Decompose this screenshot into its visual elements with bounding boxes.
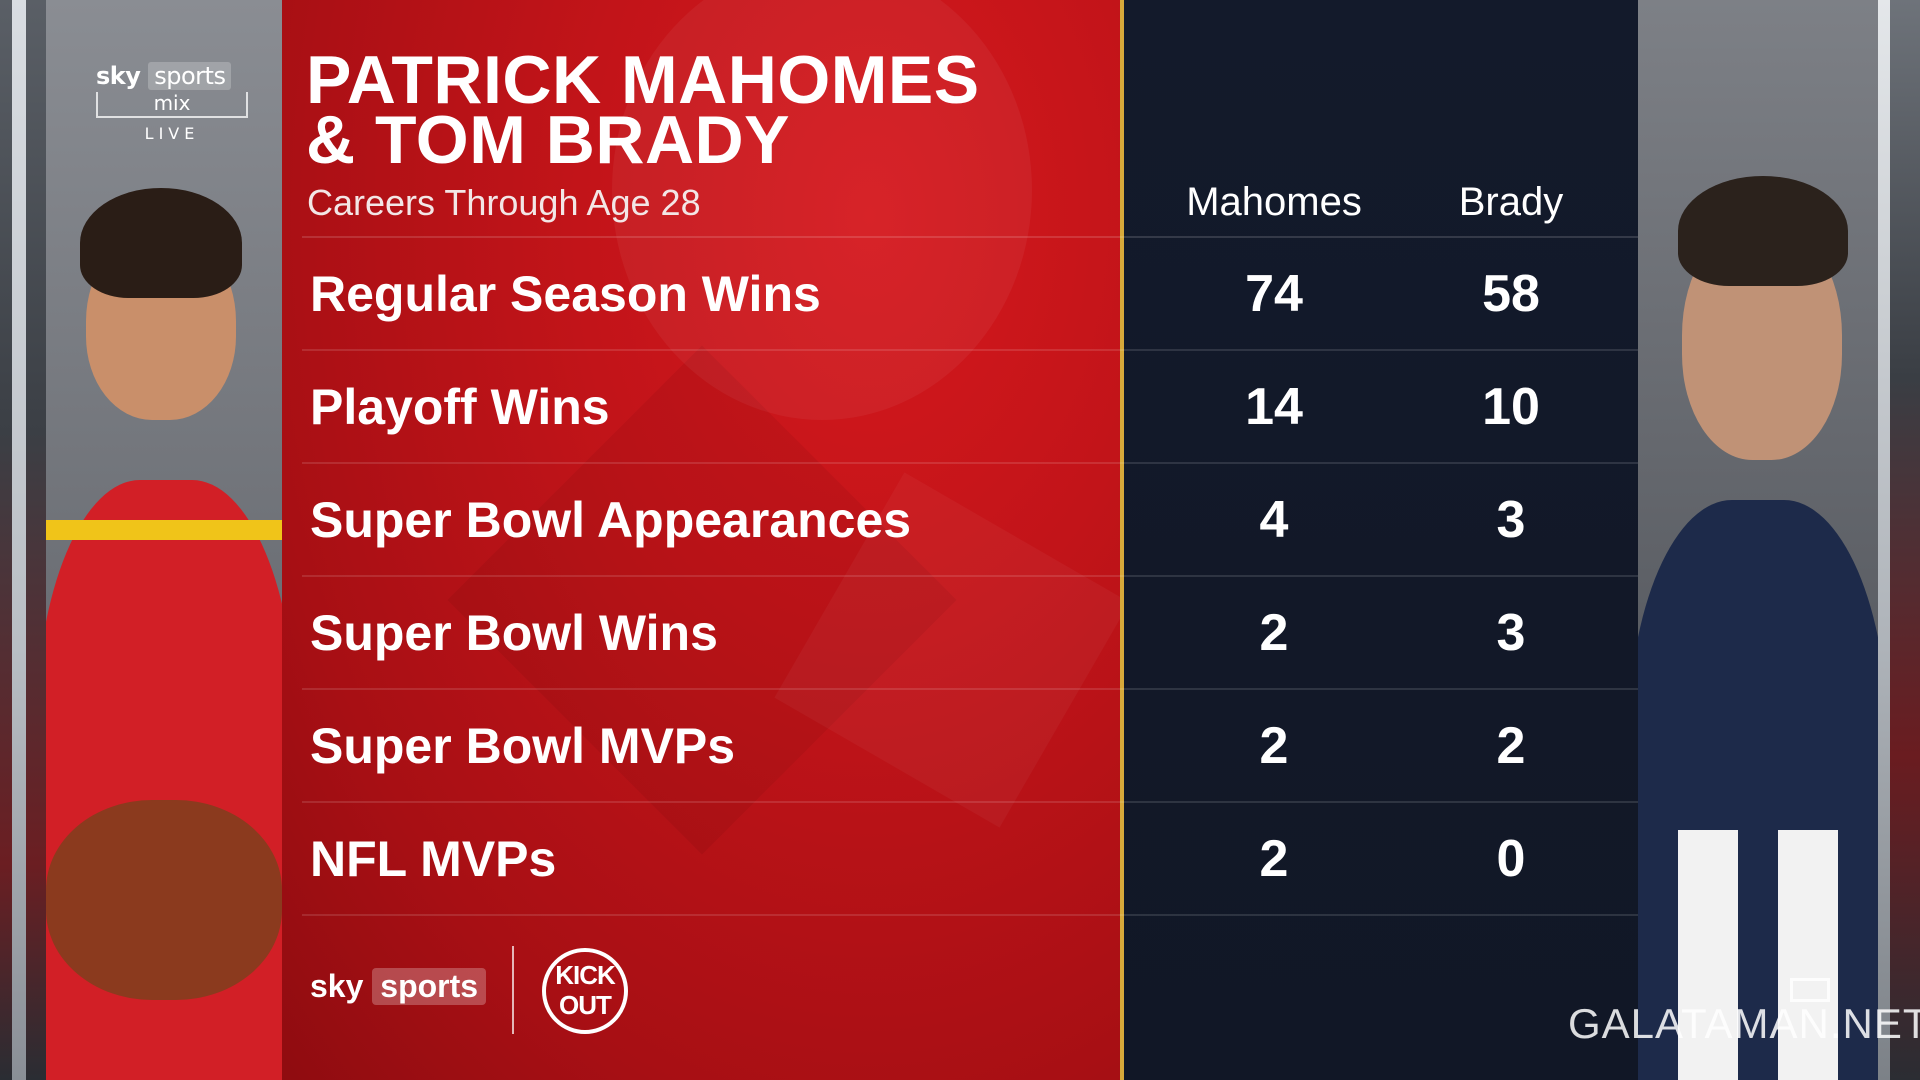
subtitles-icon (1790, 978, 1830, 1002)
live-indicator: LIVE (144, 124, 200, 143)
title-panel (282, 0, 1122, 1080)
stat-label: Regular Season Wins (310, 266, 821, 322)
stat-label: Super Bowl Wins (310, 605, 718, 661)
stat-row: Super Bowl MVPs 2 2 (282, 690, 1638, 803)
sky-sports-logo: sky sports (310, 968, 487, 1005)
brady-value: 2 (1496, 717, 1526, 775)
stats-panel (1124, 0, 1638, 1080)
mahomes-value: 74 (1245, 265, 1303, 323)
watermark: GALATAMAN.NET (1568, 1000, 1920, 1047)
stat-label: NFL MVPs (310, 831, 557, 887)
brady-value: 58 (1482, 265, 1540, 323)
stat-row: Super Bowl Appearances 4 3 (282, 464, 1638, 577)
stat-row: Playoff Wins 14 10 (282, 351, 1638, 464)
brady-value: 10 (1482, 378, 1540, 436)
channel-brand: sky sports (96, 62, 248, 90)
mahomes-value: 2 (1259, 717, 1289, 775)
graphic-subtitle: Careers Through Age 28 (307, 182, 701, 223)
brady-value: 3 (1496, 491, 1526, 549)
brady-value: 3 (1496, 604, 1526, 662)
mahomes-value: 4 (1259, 491, 1289, 549)
kickout-logo: KICK OUT (542, 948, 628, 1034)
stat-label: Super Bowl MVPs (310, 718, 736, 774)
column-header-mahomes: Mahomes (1186, 180, 1362, 224)
brady-photo (1638, 0, 1878, 1080)
stat-label: Playoff Wins (310, 379, 610, 435)
header-separator (302, 236, 1638, 238)
graphic-title: PATRICK MAHOMES & TOM BRADY (306, 42, 980, 178)
mahomes-value: 14 (1245, 378, 1303, 436)
stadium-background-left (0, 0, 46, 1080)
mahomes-value: 2 (1259, 604, 1289, 662)
logo-divider (512, 946, 514, 1034)
channel-bug: sky sports mix LIVE (96, 62, 248, 143)
mahomes-value: 2 (1259, 830, 1289, 888)
brady-value: 0 (1496, 830, 1526, 888)
mahomes-photo (46, 0, 282, 1080)
stat-row: Regular Season Wins 74 58 (282, 238, 1638, 351)
column-header-brady: Brady (1458, 180, 1564, 224)
football-icon (46, 800, 282, 1000)
channel-name: mix (96, 92, 248, 118)
stat-row: Super Bowl Wins 2 3 (282, 577, 1638, 690)
stat-row: NFL MVPs 2 0 (282, 803, 1638, 916)
panel-divider (1120, 0, 1124, 1080)
stat-label: Super Bowl Appearances (310, 492, 912, 548)
